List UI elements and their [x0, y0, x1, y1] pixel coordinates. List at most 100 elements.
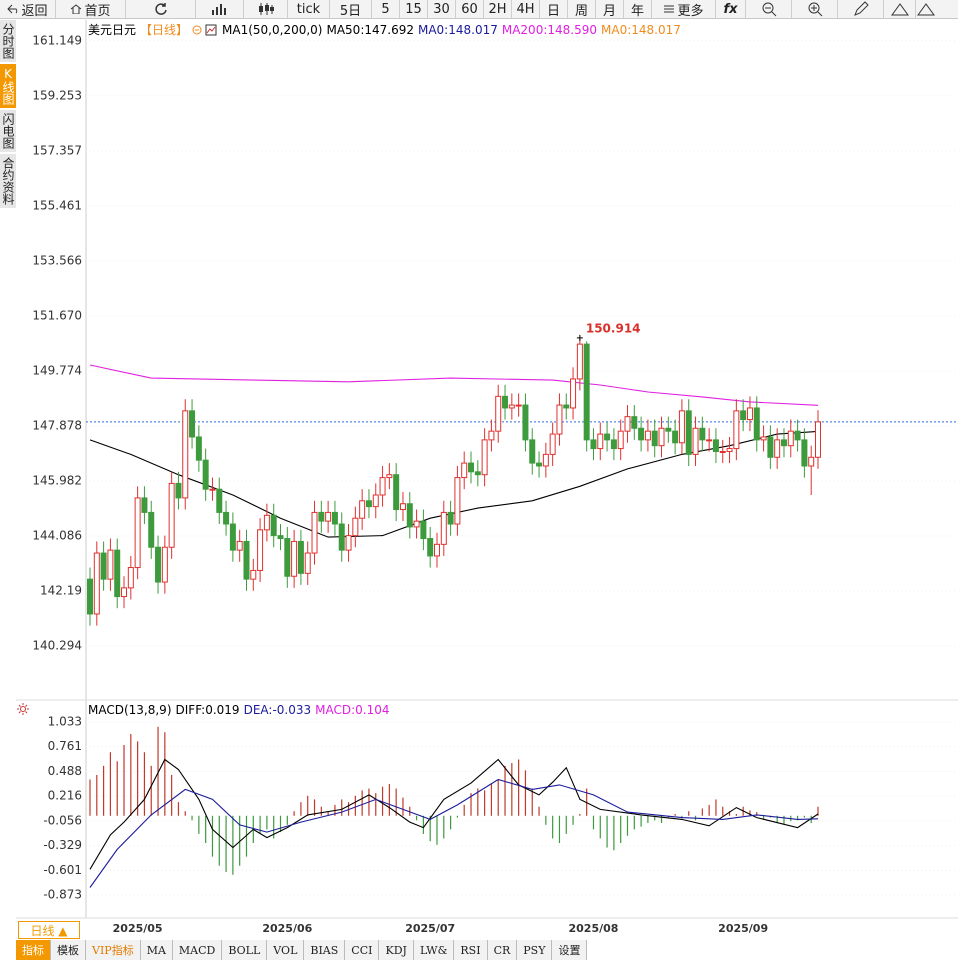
indicator-tab[interactable]: CCI	[345, 940, 380, 960]
indicator-tab[interactable]: 模板	[51, 940, 86, 960]
side-tab[interactable]: K线图	[0, 64, 16, 110]
side-tab[interactable]: 闪电图	[0, 110, 16, 154]
candle-body	[297, 540, 304, 574]
period-button[interactable]: 日	[540, 0, 568, 19]
candle-body	[536, 462, 543, 467]
candle-body	[678, 410, 685, 444]
candle-body	[168, 482, 175, 548]
icon	[71, 4, 82, 14]
y-tick-label: 145.982	[32, 474, 82, 488]
candle-body	[712, 439, 719, 452]
refresh-button[interactable]	[126, 0, 196, 18]
indicator-tab[interactable]: CR	[487, 940, 518, 960]
candle-body	[148, 511, 155, 548]
candle-body	[379, 477, 386, 496]
candle-body	[413, 520, 420, 528]
period-button[interactable]: 15	[400, 0, 428, 18]
candle-body	[386, 474, 393, 479]
candle-body	[304, 552, 311, 574]
candle-body	[229, 523, 236, 551]
icon	[211, 4, 226, 15]
indicator-tab[interactable]: VIP指标	[86, 940, 141, 960]
indicator-tab[interactable]: BOLL	[222, 940, 268, 960]
candle-body	[774, 439, 781, 458]
candle-body	[311, 511, 318, 554]
period-button[interactable]: 4H	[512, 0, 540, 18]
candle-body	[189, 410, 196, 438]
candle-body	[556, 404, 563, 435]
candle-body	[780, 439, 787, 447]
legend-entry: MA50:147.692	[326, 22, 414, 37]
legend-entry: DEA:-0.033	[243, 703, 312, 717]
chart-header: MACD(13,8,9) DIFF:0.019 DEA:-0.033 MACD:0.1…	[88, 703, 390, 717]
candle-button[interactable]	[244, 0, 288, 18]
indicator-tab[interactable]: VOL	[267, 940, 305, 960]
y-tick-label: 151.670	[32, 308, 82, 322]
candle-body	[563, 404, 570, 409]
zoom-in-button[interactable]	[792, 0, 838, 18]
candle-body	[529, 439, 536, 464]
indicator-tab[interactable]: PSY	[517, 940, 553, 960]
back-button[interactable]: 返回	[0, 0, 56, 19]
candle-body	[719, 450, 726, 453]
period-button[interactable]: 年	[624, 0, 652, 19]
period-button[interactable]: 周	[568, 0, 596, 19]
draw-button[interactable]	[838, 0, 884, 18]
icon[interactable]	[192, 24, 218, 36]
period-selector[interactable]: 日线 ▲	[18, 921, 80, 939]
candle-body	[454, 477, 461, 525]
macd-line	[89, 758, 819, 870]
side-tab[interactable]: 分时图	[0, 20, 16, 64]
candle-body	[685, 410, 692, 455]
indicator-tab[interactable]: 设置	[552, 940, 588, 960]
period-button[interactable]: tick	[288, 0, 330, 18]
period-button[interactable]: 30	[428, 0, 456, 18]
candle-body	[134, 497, 141, 569]
indicator-tab[interactable]: 指标	[16, 940, 51, 960]
period-button[interactable]: 月	[596, 0, 624, 19]
legend-entry: DIFF:0.019	[175, 703, 240, 717]
y-tick-label: 149.774	[32, 363, 82, 377]
candle-body	[331, 511, 338, 525]
candle-body	[549, 433, 556, 455]
indicator-tab[interactable]: LW&	[413, 940, 455, 960]
candle-body	[665, 427, 672, 432]
bar-chart-button[interactable]	[196, 0, 244, 18]
indicator-tab[interactable]: BIAS	[304, 940, 346, 960]
period-button[interactable]: 5日	[330, 0, 372, 19]
home-button[interactable]: 首页	[56, 0, 126, 19]
period-button[interactable]: 5	[372, 0, 400, 18]
candle-body	[468, 462, 475, 473]
candle-body	[161, 546, 168, 583]
candle-body	[209, 488, 216, 491]
legend-entry: MA200:148.590	[501, 22, 597, 37]
x-tick-label: 2025/07	[405, 922, 455, 935]
shape-button[interactable]	[884, 0, 916, 18]
settings-icon[interactable]	[17, 703, 29, 715]
candle-body	[508, 404, 515, 409]
period-button[interactable]: 60	[456, 0, 484, 18]
indicator-tab[interactable]: KDJ	[379, 940, 414, 960]
candle-body	[488, 430, 495, 441]
zoom-out-button[interactable]	[746, 0, 792, 18]
side-tab[interactable]: 合约资料	[0, 154, 16, 210]
formula-button[interactable]: fx	[716, 0, 746, 18]
more-button[interactable]: 更多	[652, 0, 716, 19]
label: 返回	[21, 3, 48, 19]
candle-body	[515, 404, 522, 407]
candle-body	[604, 433, 611, 441]
period-button[interactable]: 2H	[484, 0, 512, 18]
indicator-tab[interactable]: MA	[140, 940, 173, 960]
indicator-tab[interactable]: MACD	[172, 940, 223, 960]
candle-body	[706, 439, 713, 442]
y-tick-label: -0.873	[43, 888, 82, 902]
candle-body	[624, 416, 631, 432]
shape-button[interactable]	[916, 0, 936, 18]
candle-body	[787, 430, 794, 447]
candle-body	[590, 439, 597, 450]
indicator-tab[interactable]: RSI	[454, 940, 488, 960]
candle-body	[746, 407, 753, 421]
candle-body	[433, 543, 440, 557]
